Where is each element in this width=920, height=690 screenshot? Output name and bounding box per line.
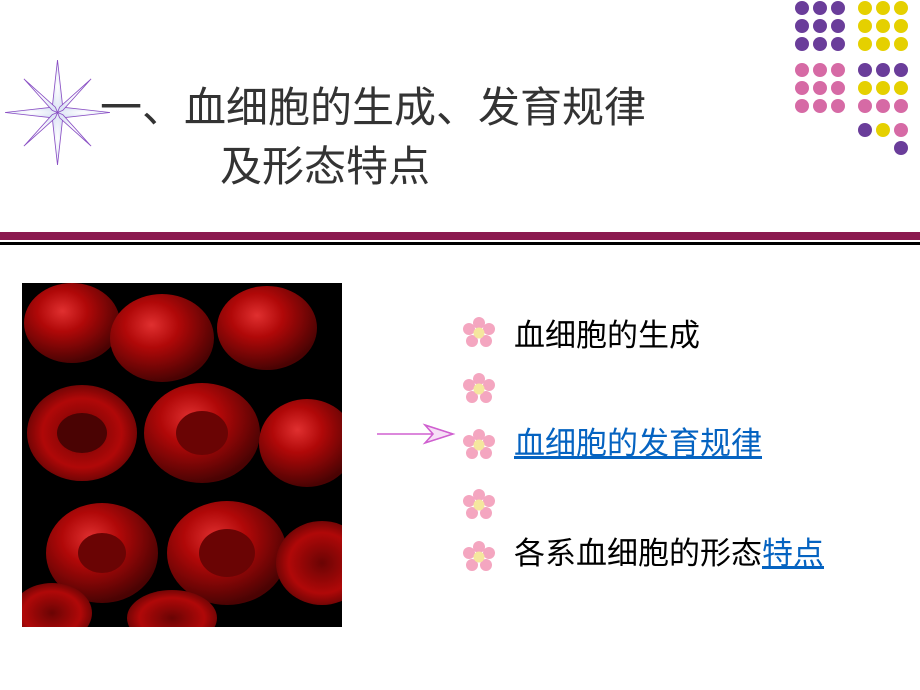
star-decoration: [5, 60, 110, 165]
flower-bullet: [462, 540, 496, 574]
bullet-item-2[interactable]: 血细胞的发育规律: [514, 418, 762, 463]
title-line-1: 一、血细胞的生成、发育规律: [100, 80, 646, 139]
bullet-text: 血细胞的生成: [514, 318, 700, 353]
arrow-indicator: [375, 422, 457, 446]
blood-cells-image: [22, 283, 342, 627]
slide-title: 一、血细胞的生成、发育规律 及形态特点: [100, 80, 646, 198]
bullet-text: 各系血细胞的形态: [514, 536, 762, 571]
flower-bullet: [462, 428, 496, 462]
bullet-item-3: 各系血细胞的形态特点: [514, 528, 824, 573]
flower-bullet: [462, 372, 496, 406]
flower-bullet: [462, 488, 496, 522]
bullet-link-suffix[interactable]: 特点: [762, 536, 824, 571]
flower-bullet: [462, 316, 496, 350]
bullet-item-1: 血细胞的生成: [514, 310, 700, 355]
title-line-2: 及形态特点: [220, 139, 646, 198]
divider: [0, 232, 920, 246]
dots-decoration: [790, 0, 920, 155]
bullet-link[interactable]: 血细胞的发育规律: [514, 426, 762, 461]
